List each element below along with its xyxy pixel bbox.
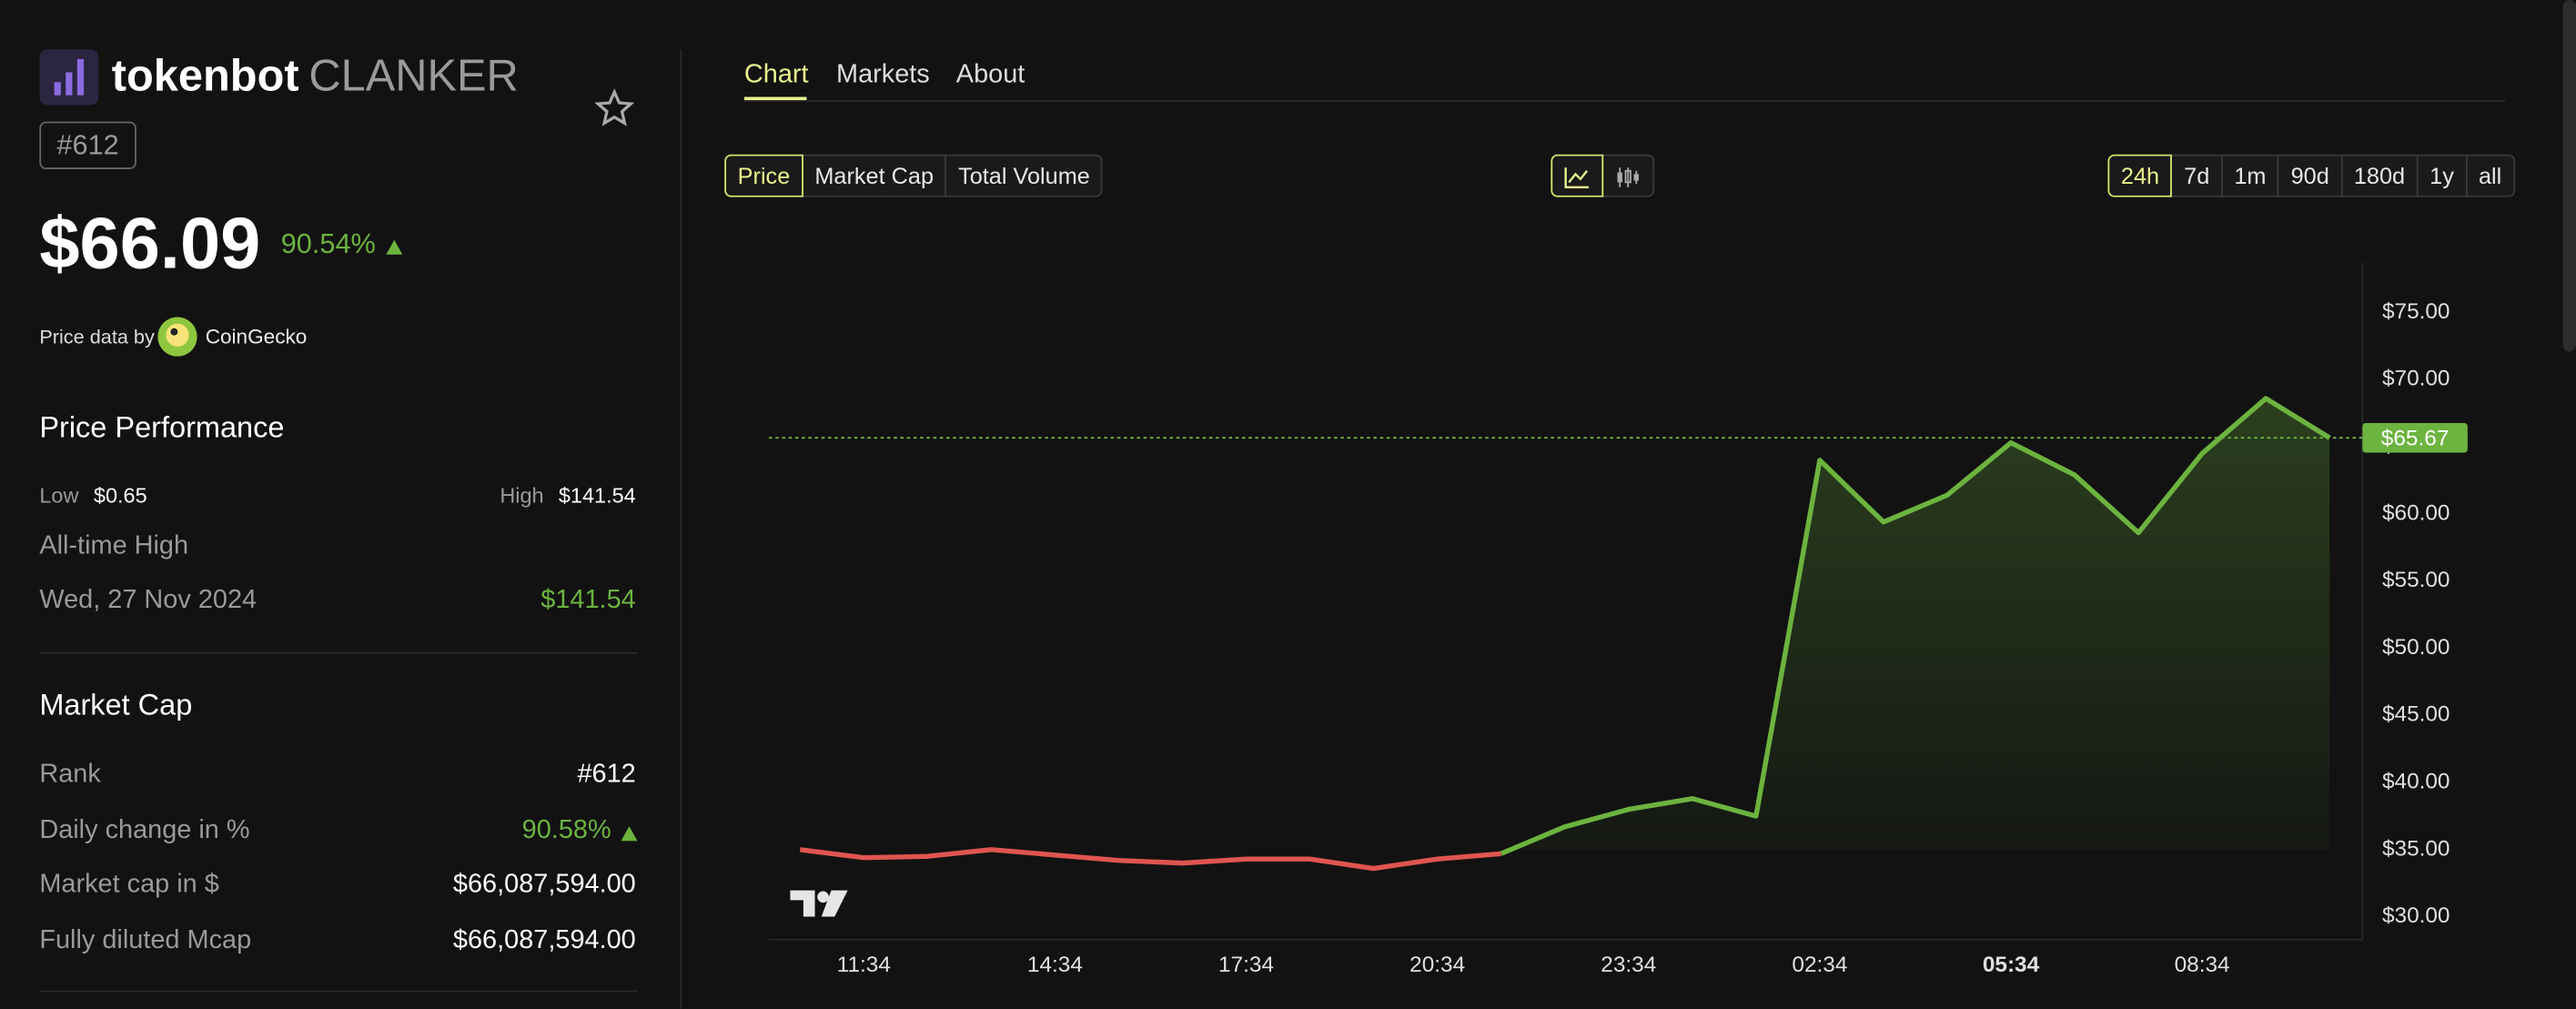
row-value: 90.58% — [521, 816, 611, 845]
range-button[interactable]: 90d — [2278, 154, 2343, 197]
range-buttons: 24h 7d 1m 90d 180d 1y all — [2107, 154, 2515, 197]
line-down — [799, 847, 1501, 872]
high-label: High — [500, 482, 544, 508]
metric-button[interactable]: Market Cap — [801, 154, 947, 197]
row-value: $66,087,594.00 — [452, 870, 636, 899]
token-name: tokenbot — [111, 50, 299, 101]
row-label: Fully diluted Mcap — [39, 926, 252, 954]
x-tick-label: 17:34 — [1218, 953, 1274, 977]
chart-style-buttons — [1551, 154, 1655, 197]
row-value: #612 — [577, 760, 636, 789]
row-label: Rank — [39, 760, 101, 789]
divider — [39, 990, 638, 993]
tabs-line — [743, 100, 2506, 102]
ath-value: $141.54 — [540, 586, 636, 615]
low-value: $0.65 — [93, 482, 147, 508]
y-tick-label: $40.00 — [2382, 770, 2450, 794]
range-button[interactable]: 7d — [2170, 154, 2223, 197]
metric-button[interactable]: Total Volume — [945, 154, 1104, 197]
metric-button[interactable]: Price — [724, 154, 803, 197]
area — [1500, 398, 2330, 854]
current-price: $66.09 — [39, 203, 261, 285]
y-tick-label: $70.00 — [2382, 367, 2450, 391]
scrollbar[interactable] — [2562, 0, 2576, 352]
tab[interactable]: Markets — [835, 60, 930, 89]
x-tick-label: 08:34 — [2175, 953, 2230, 977]
divider — [39, 651, 638, 654]
source-name[interactable]: CoinGecko — [205, 325, 308, 348]
y-tick-label: $45.00 — [2382, 702, 2450, 727]
price-change: 90.54% — [280, 227, 376, 260]
tradingview-logo — [790, 890, 848, 917]
metric-buttons: Price Market Cap Total Volume — [724, 154, 1104, 197]
tab[interactable]: About — [955, 60, 1025, 89]
high-value: $141.54 — [558, 482, 636, 508]
coingecko-logo — [157, 317, 197, 357]
token-logo — [39, 49, 99, 106]
up-arrow — [621, 826, 638, 842]
last-price-label: $65.67 — [2381, 426, 2450, 450]
y-tick-label: $30.00 — [2382, 903, 2450, 928]
range-button[interactable]: 24h — [2107, 154, 2173, 197]
x-tick-label: 14:34 — [1027, 953, 1083, 977]
row-label: Market cap in $ — [39, 870, 219, 899]
row-value: $66,087,594.00 — [452, 926, 636, 954]
section-title: Market Cap — [39, 688, 193, 721]
range-button[interactable]: 180d — [2340, 154, 2419, 197]
token-symbol: CLANKER — [308, 50, 519, 101]
y-tick-label: $55.00 — [2382, 568, 2450, 592]
x-tick-label: 23:34 — [1601, 953, 1656, 977]
section-title: Price Performance — [39, 410, 285, 444]
line-style-button[interactable] — [1551, 154, 1604, 197]
last-price-tag — [2362, 422, 2468, 453]
y-tick-label: $50.00 — [2382, 635, 2450, 660]
low-label: Low — [39, 482, 79, 508]
x-tick-label: 20:34 — [1409, 953, 1465, 977]
y-tick-label: $35.00 — [2382, 836, 2450, 861]
ath-label: All-time High — [39, 531, 189, 560]
rank-badge: #612 — [39, 121, 136, 169]
line-up — [1500, 396, 2331, 856]
panel-divider — [680, 49, 682, 1009]
source-label: Price data by — [39, 325, 155, 348]
y-tick-label: $60.00 — [2382, 500, 2450, 525]
x-tick-label: 02:34 — [1792, 953, 1847, 977]
x-tick-label: 05:34 — [1983, 953, 2040, 977]
y-tick-label: $75.00 — [2382, 299, 2450, 324]
x-tick-label: 11:34 — [837, 953, 891, 977]
tab-underline — [743, 96, 807, 101]
favorite-star[interactable] — [594, 88, 634, 127]
tab-active[interactable]: Chart — [743, 60, 809, 89]
ath-date: Wed, 27 Nov 2024 — [39, 586, 258, 615]
row-label: Daily change in % — [39, 816, 250, 845]
up-arrow — [386, 239, 403, 255]
range-button[interactable]: all — [2465, 154, 2515, 197]
